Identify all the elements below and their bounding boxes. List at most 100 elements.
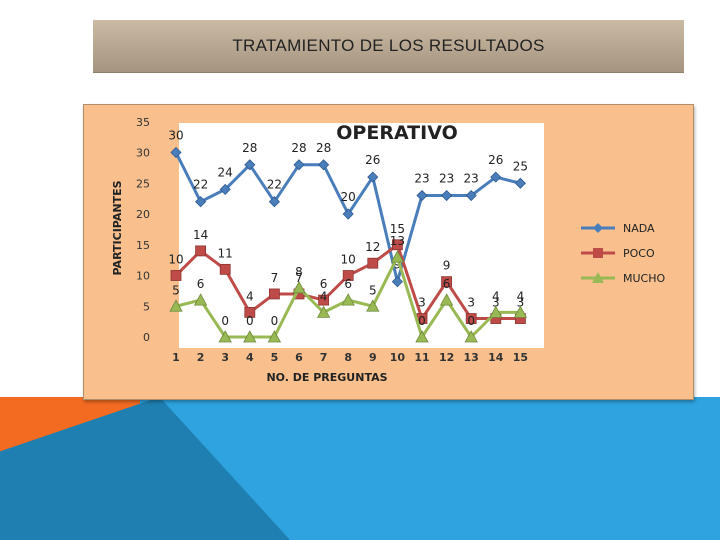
data-label-nada: 28: [316, 141, 331, 155]
data-label-mucho: 0: [271, 314, 279, 328]
x-tick-label: 15: [513, 351, 528, 364]
data-point-mucho: [489, 305, 503, 318]
legend: NADA POCO MUCHO: [581, 222, 665, 285]
x-tick-label: 13: [464, 351, 479, 364]
data-label-mucho: 6: [197, 277, 205, 291]
data-point-mucho: [169, 299, 183, 312]
x-tick-label: 11: [414, 351, 429, 364]
x-tick-label: 6: [295, 351, 303, 364]
data-point-nada: [268, 196, 280, 208]
data-point-mucho: [513, 305, 528, 318]
data-point-poco: [268, 288, 280, 300]
x-tick-label: 12: [439, 351, 454, 364]
data-label-poco: 14: [193, 228, 208, 242]
line-chart: OPERATIVO NO. DE PREGUNTAS PARTICIPANTES…: [111, 116, 665, 384]
data-label-poco: 3: [418, 296, 426, 310]
legend-marker-nada: [593, 223, 603, 233]
data-point-poco: [391, 239, 403, 251]
data-label-poco: 3: [517, 296, 525, 310]
data-label-mucho: 4: [320, 289, 328, 303]
y-tick-label: 30: [136, 147, 150, 160]
x-tick-label: 2: [197, 351, 205, 364]
legend-label-poco: POCO: [623, 247, 655, 260]
data-label-poco: 9: [443, 259, 451, 273]
data-point-poco: [318, 294, 330, 306]
y-tick-label: 5: [143, 300, 150, 313]
data-label-poco: 3: [492, 296, 500, 310]
data-label-nada: 24: [218, 165, 233, 179]
x-tick-label: 3: [221, 351, 229, 364]
data-label-poco: 7: [295, 271, 303, 285]
slide-title-bar: TRATAMIENTO DE LOS RESULTADOS: [93, 20, 684, 73]
data-label-poco: 10: [168, 253, 183, 267]
data-label-mucho: 4: [492, 289, 500, 303]
data-label-mucho: 6: [443, 277, 451, 291]
data-point-mucho: [390, 250, 405, 263]
data-point-nada: [293, 159, 305, 171]
x-tick-label: 14: [488, 351, 504, 364]
data-label-nada: 28: [242, 141, 257, 155]
data-point-poco: [367, 257, 379, 269]
y-tick-label: 0: [143, 331, 150, 344]
slide-title: TRATAMIENTO DE LOS RESULTADOS: [232, 36, 545, 55]
data-point-mucho: [243, 330, 257, 343]
legend-marker-poco: [593, 248, 603, 258]
chart-frame: OPERATIVO NO. DE PREGUNTAS PARTICIPANTES…: [83, 104, 694, 400]
data-point-mucho: [316, 305, 331, 318]
data-point-nada: [195, 196, 207, 208]
x-tick-label: 1: [172, 351, 180, 364]
data-point-nada: [514, 177, 526, 189]
chart-title: OPERATIVO: [336, 122, 457, 144]
data-label-nada: 22: [267, 178, 282, 192]
data-point-mucho: [366, 299, 380, 312]
y-tick-label: 25: [136, 177, 150, 190]
legend-label-nada: NADA: [623, 222, 655, 235]
y-tick-label: 20: [136, 208, 150, 221]
data-point-nada: [391, 276, 403, 288]
x-tick-label: 8: [344, 351, 352, 364]
data-point-nada: [342, 208, 354, 220]
y-tick-label: 35: [136, 116, 150, 129]
data-label-mucho: 0: [467, 314, 475, 328]
data-label-poco: 6: [320, 277, 328, 291]
data-point-mucho: [193, 293, 208, 306]
data-label-poco: 15: [390, 222, 405, 236]
data-label-mucho: 5: [172, 283, 180, 297]
y-axis-label: PARTICIPANTES: [111, 180, 124, 275]
data-point-poco: [465, 313, 477, 324]
data-point-nada: [465, 189, 477, 202]
data-label-nada: 23: [414, 172, 429, 186]
data-label-nada: 9: [394, 258, 402, 272]
data-point-poco: [342, 270, 354, 281]
x-axis-label: NO. DE PREGUNTAS: [266, 371, 387, 384]
data-point-nada: [170, 146, 182, 159]
data-point-poco: [441, 276, 453, 288]
data-label-nada: 26: [488, 153, 503, 167]
data-point-mucho: [341, 293, 355, 306]
x-tick-label: 10: [390, 351, 406, 364]
legend-marker-mucho: [592, 272, 604, 283]
data-label-mucho: 6: [344, 277, 352, 291]
data-point-nada: [441, 189, 453, 202]
data-point-mucho: [415, 330, 429, 343]
data-point-nada: [244, 159, 256, 171]
data-label-nada: 25: [513, 159, 528, 173]
data-label-poco: 3: [467, 296, 475, 310]
data-point-mucho: [267, 330, 282, 343]
data-label-nada: 26: [365, 153, 380, 167]
x-tick-label: 7: [320, 351, 328, 364]
data-label-mucho: 0: [246, 314, 254, 328]
plot-area: [179, 123, 544, 348]
data-label-nada: 20: [341, 190, 356, 204]
data-point-mucho: [464, 330, 478, 343]
data-label-poco: 4: [246, 289, 254, 303]
data-point-nada: [367, 171, 379, 183]
data-point-poco: [170, 270, 182, 281]
data-label-poco: 10: [341, 253, 356, 267]
data-label-nada: 28: [291, 141, 306, 155]
x-axis-ticks: 1 2 3 4 5 6 7 8 9 10 11 12 13 14 15: [172, 351, 528, 364]
data-label-mucho: 0: [418, 314, 426, 328]
x-tick-label: 4: [246, 351, 254, 364]
data-label-mucho: 8: [295, 265, 303, 279]
